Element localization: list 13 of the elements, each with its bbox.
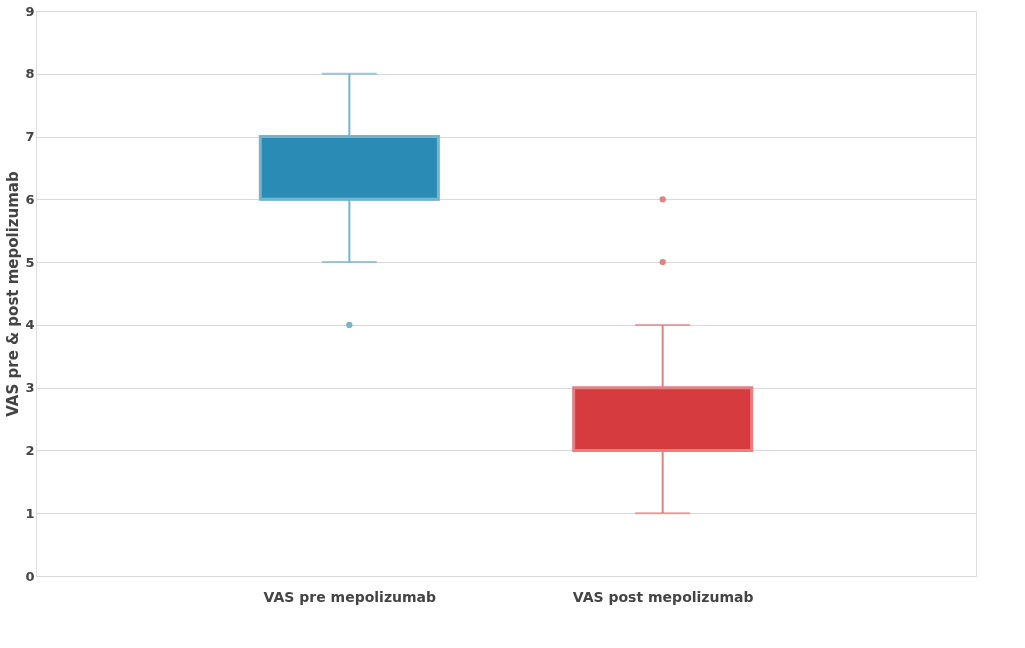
y-tick-label: 8 xyxy=(25,66,35,82)
y-tick-label: 9 xyxy=(25,3,35,19)
y-tick-label: 0 xyxy=(25,568,35,584)
x-tick-label: VAS pre mepolizumab xyxy=(263,588,437,605)
y-tick-label: 1 xyxy=(25,505,35,521)
y-tick-label: 7 xyxy=(25,129,35,145)
y-tick-label: 3 xyxy=(25,380,35,396)
y-axis-title: VAS pre & post mepolizumab xyxy=(4,171,23,417)
y-tick-label: 2 xyxy=(25,442,35,458)
y-tick-label: 6 xyxy=(25,191,35,207)
y-tick-label: 4 xyxy=(25,317,35,333)
y-tick-label: 5 xyxy=(25,254,35,270)
x-tick-label: VAS post mepolizumab xyxy=(572,588,754,605)
